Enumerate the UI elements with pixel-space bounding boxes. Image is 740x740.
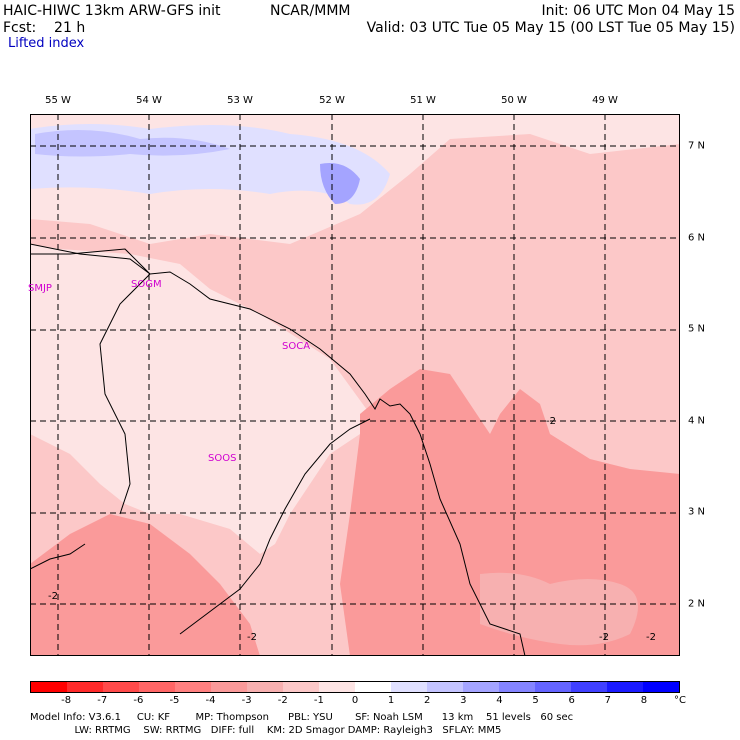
init-time: Init: 06 UTC Mon 04 May 15 xyxy=(541,3,735,19)
lon-label: 50 W xyxy=(501,95,527,106)
valid-time: Valid: 03 UTC Tue 05 May 15 (00 LST Tue … xyxy=(366,20,735,36)
colorbar-segment xyxy=(355,682,391,692)
colorbar-unit: °C xyxy=(674,695,686,706)
colorbar-segment xyxy=(499,682,535,692)
border-line xyxy=(30,543,86,570)
colorbar-segment xyxy=(571,682,607,692)
contour-label: -2 xyxy=(646,632,656,643)
model-info-line2: LW: RRTMG SW: RRTMG DIFF: full KM: 2D Sm… xyxy=(30,725,502,736)
colorbar-tick: -5 xyxy=(169,695,180,706)
lon-label: 55 W xyxy=(45,95,71,106)
station-label: SMJP xyxy=(28,283,52,294)
colorbar-tick: 0 xyxy=(351,695,359,706)
positive-core xyxy=(320,163,360,204)
colorbar-tick: -3 xyxy=(241,695,252,706)
colorbar-segment xyxy=(391,682,427,692)
contour-label: -2 xyxy=(599,632,609,643)
contour-label: -2 xyxy=(48,591,58,602)
colorbar-segment xyxy=(427,682,463,692)
colorbar-segment xyxy=(67,682,103,692)
lat-label: 3 N xyxy=(688,506,706,518)
neutral-region xyxy=(30,244,370,554)
colorbar-segment xyxy=(535,682,571,692)
model-title: HAIC-HIWC 13km ARW-GFS init xyxy=(3,3,221,19)
colorbar-tick: -7 xyxy=(97,695,108,706)
lon-label: 54 W xyxy=(136,95,162,106)
colorbar-segment xyxy=(283,682,319,692)
lon-label: 52 W xyxy=(319,95,345,106)
station-label: SOOS xyxy=(208,453,237,464)
colorbar-tick: -2 xyxy=(277,695,288,706)
colorbar-tick: 8 xyxy=(640,695,648,706)
border-line xyxy=(179,418,371,635)
colorbar-tick: 6 xyxy=(568,695,575,706)
graticule xyxy=(30,114,680,656)
forecast-hour: Fcst: 21 h xyxy=(3,20,86,36)
contour-label: -2 xyxy=(247,632,257,643)
lat-label: 5 N xyxy=(688,323,706,335)
colorbar-tick: -4 xyxy=(205,695,216,706)
colorbar-segment xyxy=(31,682,67,692)
colorbar-tick: 5 xyxy=(532,695,539,706)
colorbar-tick: -1 xyxy=(313,695,324,706)
colorbar-segment xyxy=(319,682,355,692)
colorbar-segment xyxy=(103,682,139,692)
colorbar-tick: -6 xyxy=(133,695,144,706)
coastline xyxy=(30,243,526,656)
lat-label: 7 N xyxy=(688,140,706,152)
lat-label: 2 N xyxy=(688,598,706,610)
colorbar-segment xyxy=(643,682,679,692)
lat-label: 4 N xyxy=(688,415,706,427)
lon-label: 49 W xyxy=(592,95,618,106)
lat-label: 6 N xyxy=(688,232,706,244)
colorbar-segment xyxy=(211,682,247,692)
org-title: NCAR/MMM xyxy=(270,3,351,19)
border-line xyxy=(99,273,151,515)
border-line xyxy=(30,248,151,275)
station-label: SOGM xyxy=(131,279,162,290)
colorbar-tick: 1 xyxy=(387,695,395,706)
colorbar-tick: 3 xyxy=(460,695,467,706)
colorbar-tick: 4 xyxy=(496,695,503,706)
colorbar-segment xyxy=(247,682,283,692)
positive-core xyxy=(35,130,230,157)
colorbar-tick: -8 xyxy=(61,695,72,706)
negative-core xyxy=(480,572,638,646)
colorbar-segment xyxy=(463,682,499,692)
lon-label: 53 W xyxy=(227,95,253,106)
negative-region-southwest xyxy=(30,514,260,656)
model-info-line1: Model Info: V3.6.1 CU: KF MP: Thompson P… xyxy=(30,712,574,723)
contour-label: -2 xyxy=(546,416,556,427)
station-label: SOCA xyxy=(282,341,311,352)
colorbar-segment xyxy=(139,682,175,692)
colorbar-segment xyxy=(607,682,643,692)
lifted-index-map xyxy=(30,114,680,656)
colorbar-segment xyxy=(175,682,211,692)
colorbar-tick: 7 xyxy=(604,695,611,706)
lon-label: 51 W xyxy=(410,95,436,106)
colorbar xyxy=(30,681,680,693)
colorbar-tick: 2 xyxy=(424,695,431,706)
field-name: Lifted index xyxy=(8,36,85,51)
